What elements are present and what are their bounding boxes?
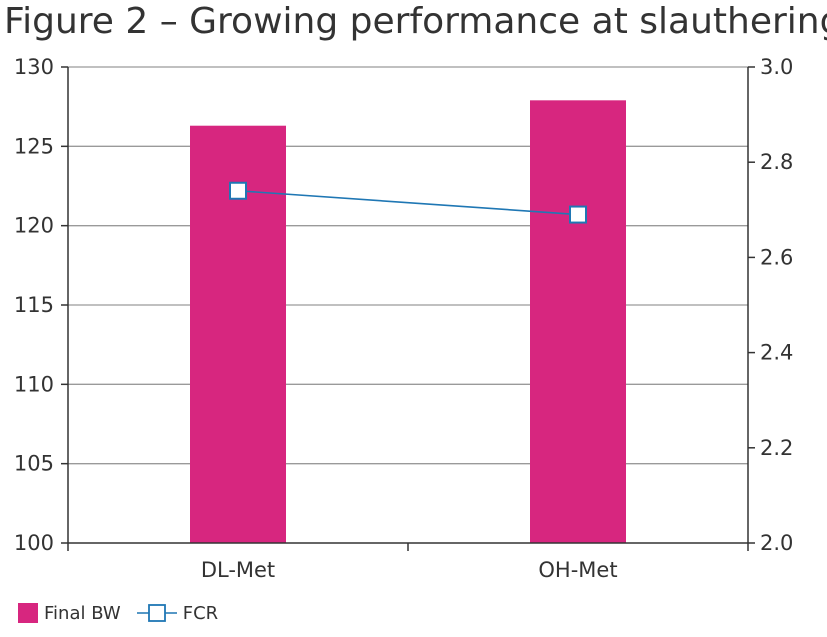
chart-title: Figure 2 – Growing performance at slauth… — [4, 1, 827, 42]
legend-item-fcr: FCR — [136, 602, 219, 624]
y-left-tick-label: 120 — [14, 214, 54, 238]
bar-series — [190, 100, 626, 543]
y-left-tick-label: 100 — [14, 531, 54, 555]
y-left-tick-label: 110 — [14, 372, 54, 396]
legend: Final BW FCR — [18, 600, 234, 626]
y-right-tick-label: 2.4 — [760, 341, 793, 365]
bar — [530, 100, 626, 543]
gridlines — [68, 66, 748, 465]
y-left-tick-label: 115 — [14, 293, 54, 317]
y-left-tick-label: 105 — [14, 452, 54, 476]
fcr-marker — [569, 205, 587, 224]
legend-swatch-line — [136, 604, 177, 622]
y-right-tick-label: 2.2 — [760, 436, 793, 460]
y-right-tick-label: 2.6 — [760, 245, 793, 269]
legend-swatch-bar — [18, 603, 38, 623]
chart-area: 100 105 110 115 120 125 130 2.0 2.2 2.4 2.6 2.8 3.0 D… — [14, 55, 794, 582]
legend-item-final-bw: Final BW — [18, 603, 121, 624]
axes — [61, 66, 755, 551]
legend-label-fcr: FCR — [182, 602, 219, 624]
fcr-line — [237, 189, 579, 216]
y-right-tick-label: 2.0 — [760, 531, 793, 555]
y-right-tick-label: 3.0 — [760, 55, 793, 79]
legend-swatch-marker — [147, 604, 166, 622]
x-tick-label: DL-Met — [201, 558, 275, 582]
legend-label-final-bw: Final BW — [44, 602, 121, 624]
line-series — [229, 181, 587, 224]
y-left-tick-label: 130 — [14, 55, 54, 79]
fcr-marker — [229, 181, 247, 200]
axis-labels: 100 105 110 115 120 125 130 2.0 2.2 2.4 2.6 2.8 3.0 D… — [14, 55, 794, 582]
y-right-tick-label: 2.8 — [760, 150, 793, 174]
y-left-tick-label: 125 — [14, 134, 54, 158]
x-tick-label: OH-Met — [538, 558, 617, 582]
